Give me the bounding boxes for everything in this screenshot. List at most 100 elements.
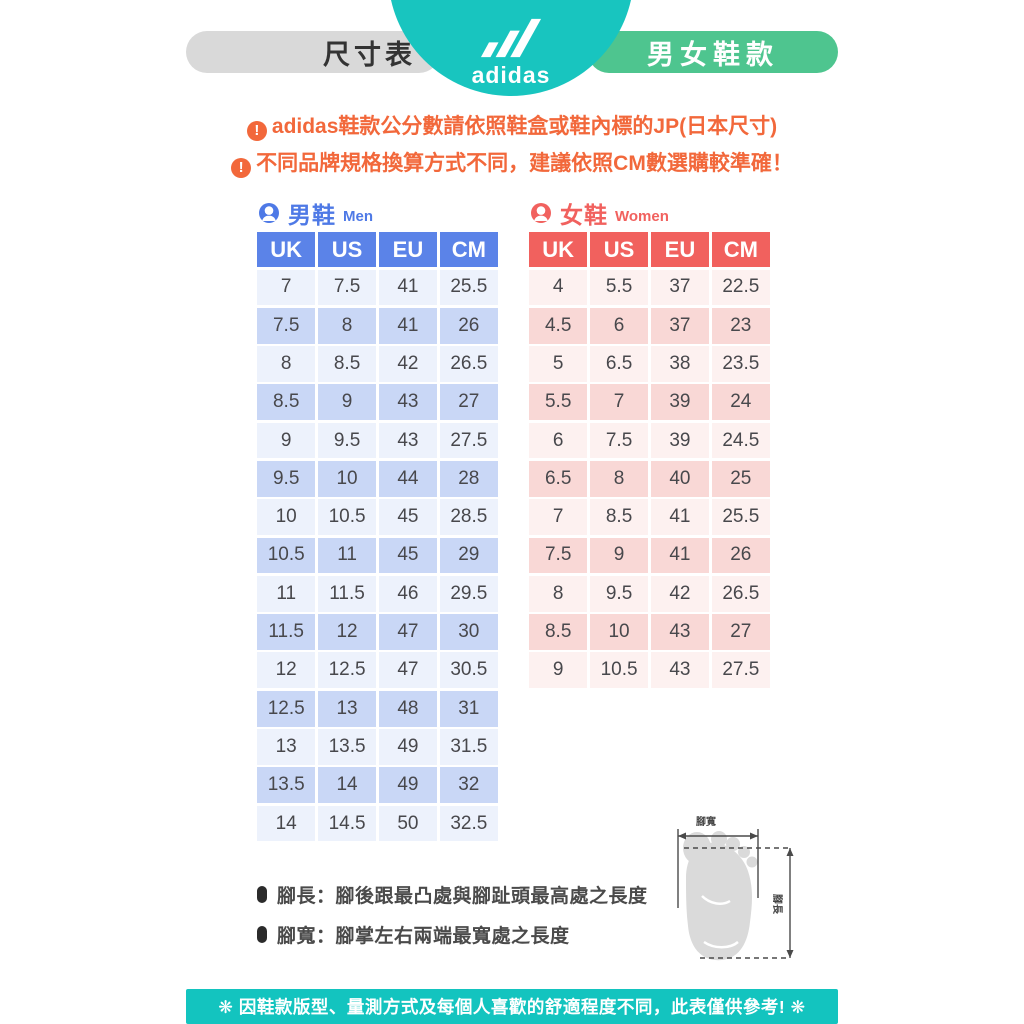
adidas-stripes-icon xyxy=(480,18,542,58)
size-cell: 26 xyxy=(439,307,498,344)
disclaimer-bar: ❋ 因鞋款版型、量測方式及每個人喜歡的舒適程度不同，此表僅供參考! ❋ xyxy=(186,989,838,1024)
size-cell: 8.5 xyxy=(317,346,377,382)
size-cell: 8.5 xyxy=(529,614,588,650)
size-cell: 14 xyxy=(317,767,377,804)
men-title-zh: 男鞋 xyxy=(288,202,336,228)
size-cell: 10.5 xyxy=(589,652,649,689)
size-cell: 8.5 xyxy=(257,384,316,421)
size-cell: 30 xyxy=(439,614,498,650)
category-pill: 男女鞋款 xyxy=(588,31,838,73)
size-cell: 12 xyxy=(257,652,316,689)
size-cell: 41 xyxy=(378,269,438,306)
size-cell: 25 xyxy=(711,460,770,497)
size-cell: 7.5 xyxy=(529,537,588,574)
size-cell: 12.5 xyxy=(317,652,377,689)
adidas-wordmark: adidas xyxy=(471,62,551,88)
size-cell: 12 xyxy=(317,614,377,650)
size-cell: 14 xyxy=(257,805,316,842)
size-cell: 5 xyxy=(529,346,588,382)
size-cell: 26.5 xyxy=(439,346,498,382)
size-cell: 4 xyxy=(529,269,588,306)
women-title-en: Women xyxy=(615,207,669,225)
size-cell: 9.5 xyxy=(589,575,649,612)
size-table-row: 9.5 10 44 28 xyxy=(257,460,498,497)
size-cell: 32 xyxy=(439,767,498,804)
foot-measurement-diagram: 腳寬 腳長 xyxy=(644,806,816,978)
size-cell: 43 xyxy=(650,614,710,650)
size-chart-title: 尺寸表 xyxy=(323,39,416,70)
bullet-icon xyxy=(257,886,267,903)
size-table-row: 4 5.5 37 22.5 xyxy=(529,269,770,306)
size-cell: 43 xyxy=(378,384,438,421)
size-column-header: EU xyxy=(650,232,710,267)
size-cell: 29 xyxy=(439,537,498,574)
disclaimer-text: ❋ 因鞋款版型、量測方式及每個人喜歡的舒適程度不同，此表僅供參考! ❋ xyxy=(218,997,806,1017)
notice-text: 不同品牌規格換算方式不同，建議依照CM數選購較準確！ xyxy=(256,152,793,175)
size-cell: 14.5 xyxy=(317,805,377,842)
men-size-table: UK US EU CM 7 7.5 41 25.5 7.5 8 41 26 8 8.5 42 26.5 8.5 9… xyxy=(257,232,498,842)
size-cell: 10.5 xyxy=(257,537,316,574)
notice-line-2: ! 不同品牌規格換算方式不同，建議依照CM數選購較準確！ xyxy=(0,145,1024,182)
size-cell: 50 xyxy=(378,805,438,842)
exclamation-icon: ! xyxy=(246,120,267,141)
size-cell: 10 xyxy=(257,499,316,536)
size-column-header: UK xyxy=(529,232,588,267)
size-table-row: 7 7.5 41 25.5 xyxy=(257,269,498,306)
size-cell: 12.5 xyxy=(257,690,316,727)
size-cell: 42 xyxy=(650,575,710,612)
size-cell: 11 xyxy=(257,575,316,612)
size-cell: 6.5 xyxy=(529,460,588,497)
size-table-row: 7.5 8 41 26 xyxy=(257,307,498,344)
size-cell: 49 xyxy=(378,729,438,765)
size-cell: 7 xyxy=(589,384,649,421)
man-icon xyxy=(259,203,279,223)
size-cell: 8 xyxy=(257,346,316,382)
footnote-text: 腳長：腳後跟最凸處與腳趾頭最高處之長度 xyxy=(277,886,648,907)
measure-footnotes: 腳長：腳後跟最凸處與腳趾頭最高處之長度 腳寬：腳掌左右兩端最寬處之長度 xyxy=(257,881,648,961)
size-cell: 29.5 xyxy=(439,575,498,612)
size-table-row: 8 8.5 42 26.5 xyxy=(257,346,498,382)
size-cell: 11 xyxy=(317,537,377,574)
size-cell: 13.5 xyxy=(257,767,316,804)
size-column-header: UK xyxy=(257,232,316,267)
size-cell: 27.5 xyxy=(439,422,498,459)
size-cell: 10 xyxy=(589,614,649,650)
size-table-row: 13 13.5 49 31.5 xyxy=(257,729,498,765)
size-table-header-row: UK US EU CM xyxy=(257,232,498,267)
size-cell: 9 xyxy=(529,652,588,689)
size-cell: 4.5 xyxy=(529,307,588,344)
size-column-header: US xyxy=(589,232,649,267)
bullet-icon xyxy=(257,926,267,943)
size-cell: 13 xyxy=(317,690,377,727)
size-cell: 24 xyxy=(711,384,770,421)
category-label: 男女鞋款 xyxy=(647,39,779,70)
size-cell: 6.5 xyxy=(589,346,649,382)
size-cell: 37 xyxy=(650,269,710,306)
size-table-row: 5.5 7 39 24 xyxy=(529,384,770,421)
size-cell: 42 xyxy=(378,346,438,382)
foot-width-label: 腳寬 xyxy=(696,817,716,828)
size-table-row: 7 8.5 41 25.5 xyxy=(529,499,770,536)
size-cell: 13 xyxy=(257,729,316,765)
size-table-row: 8.5 10 43 27 xyxy=(529,614,770,650)
size-cell: 32.5 xyxy=(439,805,498,842)
women-size-table: UK US EU CM 4 5.5 37 22.5 4.5 6 37 23 5 6.5 38 23.5 5.5 7… xyxy=(529,232,770,689)
size-cell: 6 xyxy=(529,422,588,459)
women-title-zh: 女鞋 xyxy=(560,202,608,228)
exclamation-icon: ! xyxy=(231,157,252,178)
size-cell: 7 xyxy=(257,269,316,306)
size-cell: 10 xyxy=(317,460,377,497)
foot-outline-icon xyxy=(677,829,794,961)
footnote-text: 腳寬：腳掌左右兩端最寬處之長度 xyxy=(277,926,570,947)
size-cell: 38 xyxy=(650,346,710,382)
size-table-row: 7.5 9 41 26 xyxy=(529,537,770,574)
size-table-row: 14 14.5 50 32.5 xyxy=(257,805,498,842)
size-cell: 43 xyxy=(378,422,438,459)
size-cell: 11.5 xyxy=(257,614,316,650)
size-table-row: 8.5 9 43 27 xyxy=(257,384,498,421)
size-cell: 28.5 xyxy=(439,499,498,536)
size-cell: 22.5 xyxy=(711,269,770,306)
size-cell: 26 xyxy=(711,537,770,574)
size-cell: 41 xyxy=(378,307,438,344)
size-table-row: 11.5 12 47 30 xyxy=(257,614,498,650)
